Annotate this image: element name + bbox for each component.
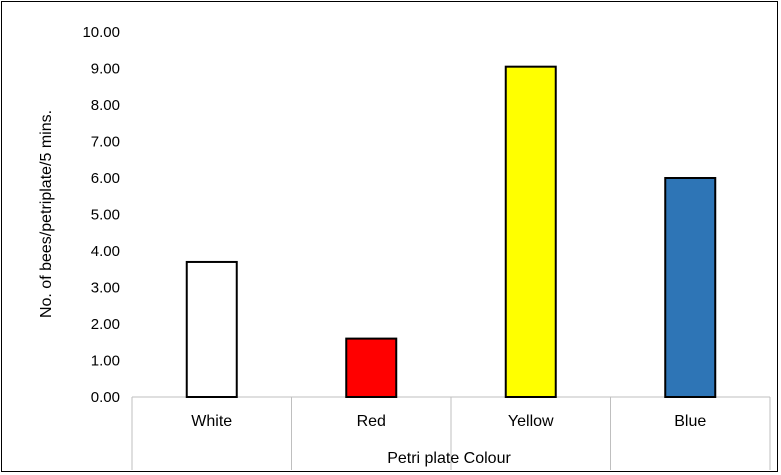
x-tick-label: Red <box>357 413 386 430</box>
y-tick-label: 3.00 <box>91 280 120 297</box>
y-axis: 0.00 1.00 2.00 3.00 4.00 5.00 6.00 7.00 8.00 9.00… <box>82 24 120 406</box>
y-tick-label: 4.00 <box>91 243 120 260</box>
y-tick-label: 8.00 <box>91 97 120 114</box>
bar-white <box>185 260 238 399</box>
y-tick-label: 0.00 <box>91 389 120 406</box>
bar-blue <box>664 177 717 398</box>
y-tick-label: 2.00 <box>91 316 120 333</box>
bar-yellow <box>504 65 557 399</box>
x-tick-label: Yellow <box>508 413 554 430</box>
y-tick-label: 6.00 <box>91 170 120 187</box>
y-tick-label: 1.00 <box>91 353 120 370</box>
y-tick-label: 9.00 <box>91 61 120 78</box>
x-tick-label: White <box>191 413 232 430</box>
x-tick-label: Blue <box>674 413 706 430</box>
bars <box>185 65 717 399</box>
x-axis-title: Petri plate Colour <box>387 450 511 467</box>
y-tick-label: 10.00 <box>82 24 120 41</box>
y-tick-label: 7.00 <box>91 134 120 151</box>
x-axis: White Red Yellow Blue <box>131 396 771 470</box>
y-tick-label: 5.00 <box>91 207 120 224</box>
bar-red <box>345 337 398 399</box>
y-axis-title: No. of bees/petriplate/5 mins. <box>38 110 55 318</box>
